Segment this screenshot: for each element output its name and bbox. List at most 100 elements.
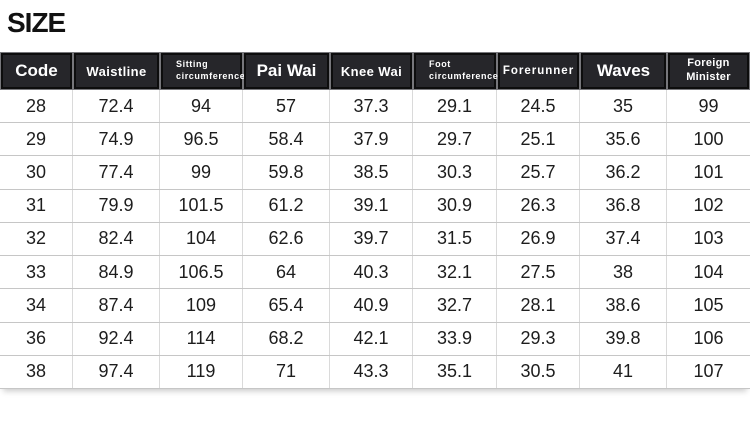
table-row: 28 72.4 94 57 37.3 29.1 24.5 35 99	[0, 90, 750, 124]
cell-knee-wai: 39.1	[330, 189, 413, 222]
column-header-label: Waves	[596, 61, 651, 80]
cell-waistline: 79.9	[73, 189, 160, 222]
cell-waistline: 74.9	[73, 123, 160, 156]
cell-foreign-minister: 107	[693, 361, 724, 382]
cell-waves: 37.4	[580, 222, 667, 256]
cell-code: 28	[0, 90, 73, 123]
cell-pai-wai: 58.4	[243, 123, 330, 156]
cell-code: 30	[0, 156, 73, 189]
column-header-label: Sitting circumference	[176, 59, 246, 81]
table-body: 28 72.4 94 57 37.3 29.1 24.5 35 99 29 74.9 96.5 58.4…	[0, 90, 750, 389]
cell-pai-wai: 68.2	[243, 322, 330, 355]
column-header-label: Waistline	[86, 63, 147, 79]
cell-forerunner: 27.5	[497, 256, 580, 289]
table-row: 32 82.4 104 62.6 39.7 31.5 26.9 37.4 103	[0, 222, 750, 257]
cell-foot-circumference: 29.1	[413, 90, 497, 123]
column-header-foreign-minister: Foreign Minister	[668, 53, 749, 89]
cell-forerunner: 25.1	[497, 123, 580, 156]
cell-waves: 35.6	[580, 123, 667, 156]
table-row: 31 79.9 101.5 61.2 39.1 30.9 26.3 36.8 102	[0, 189, 750, 223]
cell-sitting-circumference: 99	[160, 156, 243, 189]
cell-waves: 36.2	[580, 156, 667, 189]
table-row: 33 84.9 106.5 64 40.3 32.1 27.5 38 104	[0, 256, 750, 290]
size-table: Code Waistline Sitting circumference Pai Wai…	[0, 52, 750, 389]
cell-waves: 39.8	[580, 322, 667, 355]
cell-waistline: 97.4	[73, 355, 160, 388]
cell-waves: 36.8	[580, 189, 667, 222]
table-row: 36 92.4 114 68.2 42.1 33.9 29.3 39.8 106	[0, 322, 750, 356]
cell-forerunner: 29.3	[497, 322, 580, 355]
cell-pai-wai: 61.2	[243, 189, 330, 222]
cell-code: 38	[0, 355, 73, 388]
cell-foot-circumference: 30.3	[413, 156, 497, 189]
cell-foot-circumference: 32.7	[413, 289, 497, 322]
cell-foot-circumference: 35.1	[413, 355, 497, 388]
column-header-waves: Waves	[581, 53, 666, 89]
cell-sitting-circumference: 104	[160, 222, 243, 256]
cell-waistline: 84.9	[73, 256, 160, 289]
table-row: 29 74.9 96.5 58.4 37.9 29.7 25.1 35.6 100	[0, 123, 750, 157]
cell-knee-wai: 37.3	[330, 90, 413, 123]
cell-sitting-circumference: 119	[160, 355, 243, 388]
cell-sitting-circumference: 114	[160, 322, 243, 355]
column-header-code: Code	[1, 53, 72, 89]
cell-knee-wai: 43.3	[330, 355, 413, 388]
cell-forerunner: 24.5	[497, 90, 580, 123]
table-row: 30 77.4 99 59.8 38.5 30.3 25.7 36.2 101	[0, 156, 750, 190]
cell-code: 32	[0, 222, 73, 256]
cell-pai-wai: 59.8	[243, 156, 330, 189]
cell-foreign-minister: 103	[693, 228, 724, 249]
cell-code: 31	[0, 189, 73, 222]
column-header-label: Foreign Minister	[686, 57, 731, 83]
column-header-label: Knee Wai	[340, 63, 403, 79]
cell-pai-wai: 57	[243, 90, 330, 123]
cell-knee-wai: 40.9	[330, 289, 413, 322]
cell-knee-wai: 42.1	[330, 322, 413, 355]
cell-foreign-minister: 100	[693, 128, 724, 149]
cell-code: 29	[0, 123, 73, 156]
cell-code: 34	[0, 289, 73, 322]
cell-foreign-minister: 101	[693, 162, 724, 183]
cell-foreign-minister: 99	[698, 95, 719, 116]
column-header-knee-wai: Knee Wai	[331, 53, 412, 89]
cell-forerunner: 30.5	[497, 355, 580, 388]
cell-knee-wai: 38.5	[330, 156, 413, 189]
cell-sitting-circumference: 96.5	[160, 123, 243, 156]
cell-code: 36	[0, 322, 73, 355]
cell-pai-wai: 71	[243, 355, 330, 388]
cell-waistline: 72.4	[73, 90, 160, 123]
cell-waistline: 77.4	[73, 156, 160, 189]
cell-forerunner: 25.7	[497, 156, 580, 189]
cell-waves: 38.6	[580, 289, 667, 322]
cell-foreign-minister: 104	[693, 261, 724, 282]
cell-pai-wai: 65.4	[243, 289, 330, 322]
column-header-label: Code	[15, 61, 58, 80]
cell-waves: 41	[580, 355, 667, 388]
cell-pai-wai: 64	[243, 256, 330, 289]
cell-waves: 35	[580, 90, 667, 123]
table-row: 38 97.4 119 71 43.3 35.1 30.5 41 107	[0, 355, 750, 389]
cell-forerunner: 26.9	[497, 222, 580, 256]
cell-waistline: 92.4	[73, 322, 160, 355]
column-header-pai-wai: Pai Wai	[244, 53, 329, 89]
column-header-forerunner: Forerunner	[498, 53, 579, 89]
header-row: Code Waistline Sitting circumference Pai Wai…	[0, 52, 750, 90]
cell-waves: 38	[580, 256, 667, 289]
column-header-sitting-circumference: Sitting circumference	[161, 53, 246, 89]
cell-foreign-minister: 105	[693, 294, 724, 315]
cell-sitting-circumference: 101.5	[160, 189, 243, 222]
cell-waistline: 87.4	[73, 289, 160, 322]
cell-forerunner: 28.1	[497, 289, 580, 322]
cell-foot-circumference: 30.9	[413, 189, 497, 222]
column-header-label: Foot circumference	[429, 59, 499, 81]
cell-knee-wai: 39.7	[330, 222, 413, 256]
cell-foot-circumference: 32.1	[413, 256, 497, 289]
cell-foreign-minister: 102	[693, 195, 724, 216]
cell-forerunner: 26.3	[497, 189, 580, 222]
cell-knee-wai: 40.3	[330, 256, 413, 289]
cell-sitting-circumference: 109	[160, 289, 243, 322]
cell-foot-circumference: 29.7	[413, 123, 497, 156]
cell-foreign-minister: 106	[693, 328, 724, 349]
cell-pai-wai: 62.6	[243, 222, 330, 256]
cell-foot-circumference: 31.5	[413, 222, 497, 256]
